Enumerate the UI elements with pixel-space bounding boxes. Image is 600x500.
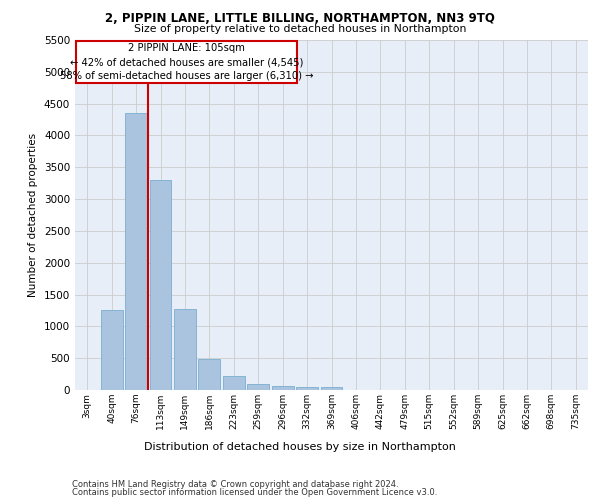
Text: 2, PIPPIN LANE, LITTLE BILLING, NORTHAMPTON, NN3 9TQ: 2, PIPPIN LANE, LITTLE BILLING, NORTHAMP…	[105, 12, 495, 26]
Y-axis label: Number of detached properties: Number of detached properties	[28, 133, 38, 297]
Bar	[272, 386, 293, 390]
Text: Distribution of detached houses by size in Northampton: Distribution of detached houses by size …	[144, 442, 456, 452]
Text: 58% of semi-detached houses are larger (6,310) →: 58% of semi-detached houses are larger (…	[60, 71, 314, 81]
Bar	[320, 386, 343, 390]
Bar	[149, 180, 172, 390]
FancyBboxPatch shape	[76, 42, 297, 84]
Bar	[247, 384, 269, 390]
Text: Contains public sector information licensed under the Open Government Licence v3: Contains public sector information licen…	[72, 488, 437, 497]
Bar	[101, 310, 122, 390]
Text: 2 PIPPIN LANE: 105sqm: 2 PIPPIN LANE: 105sqm	[128, 43, 245, 53]
Text: ← 42% of detached houses are smaller (4,545): ← 42% of detached houses are smaller (4,…	[70, 57, 304, 67]
Bar	[125, 113, 147, 390]
Bar	[174, 309, 196, 390]
Text: Size of property relative to detached houses in Northampton: Size of property relative to detached ho…	[134, 24, 466, 34]
Bar	[199, 359, 220, 390]
Text: Contains HM Land Registry data © Crown copyright and database right 2024.: Contains HM Land Registry data © Crown c…	[72, 480, 398, 489]
Bar	[223, 376, 245, 390]
Bar	[296, 386, 318, 390]
